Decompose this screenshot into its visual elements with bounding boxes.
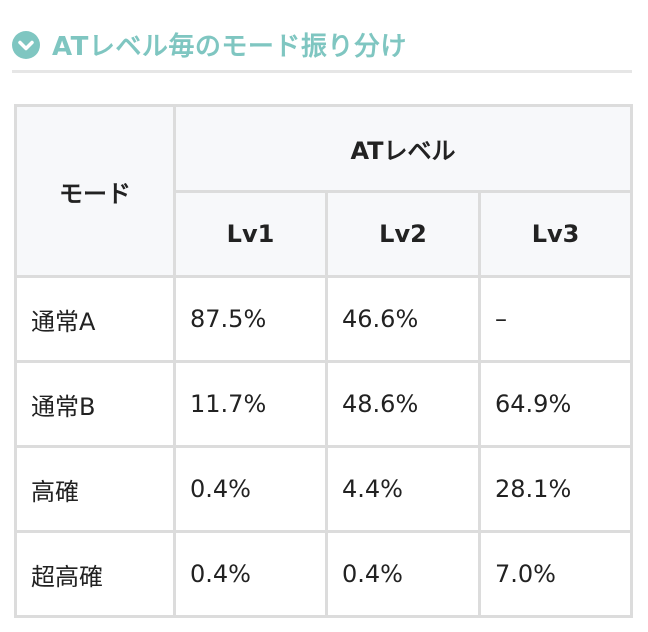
rate-cell: 48.6% bbox=[325, 360, 481, 448]
level-header: Lv2 bbox=[325, 190, 481, 278]
rate-cell: 0.4% bbox=[173, 445, 328, 533]
rate-cell: 87.5% bbox=[173, 275, 328, 363]
rate-cell: – bbox=[477, 275, 634, 363]
table-row: 通常A 87.5% 46.6% – bbox=[14, 275, 634, 363]
rate-cell: 7.0% bbox=[477, 530, 634, 618]
rate-cell: 46.6% bbox=[325, 275, 481, 363]
rate-cell: 28.1% bbox=[477, 445, 634, 533]
mode-cell: 高確 bbox=[14, 445, 176, 533]
mode-table: モード ATレベル Lv1 Lv2 Lv3 通常A 87.5% 46.6% – 通常B 11.… bbox=[14, 104, 634, 618]
section-header: ATレベル毎のモード振り分け bbox=[12, 26, 407, 63]
corner-header: モード bbox=[14, 104, 176, 278]
rate-cell: 4.4% bbox=[325, 445, 481, 533]
mode-cell: 通常B bbox=[14, 360, 176, 448]
rate-cell: 64.9% bbox=[477, 360, 634, 448]
level-header: Lv3 bbox=[477, 190, 634, 278]
table-row: 通常B 11.7% 48.6% 64.9% bbox=[14, 360, 634, 448]
rate-cell: 0.4% bbox=[325, 530, 481, 618]
mode-cell: 超高確 bbox=[14, 530, 176, 618]
rate-cell: 0.4% bbox=[173, 530, 328, 618]
group-header: ATレベル bbox=[172, 104, 634, 193]
table-row: 超高確 0.4% 0.4% 7.0% bbox=[14, 530, 634, 618]
rate-cell: 11.7% bbox=[173, 360, 328, 448]
section-title: ATレベル毎のモード振り分け bbox=[52, 32, 407, 62]
table-row: 高確 0.4% 4.4% 28.1% bbox=[14, 445, 634, 533]
check-icon bbox=[12, 30, 40, 59]
divider bbox=[12, 70, 632, 73]
level-header: Lv1 bbox=[173, 190, 328, 278]
mode-cell: 通常A bbox=[14, 275, 176, 363]
